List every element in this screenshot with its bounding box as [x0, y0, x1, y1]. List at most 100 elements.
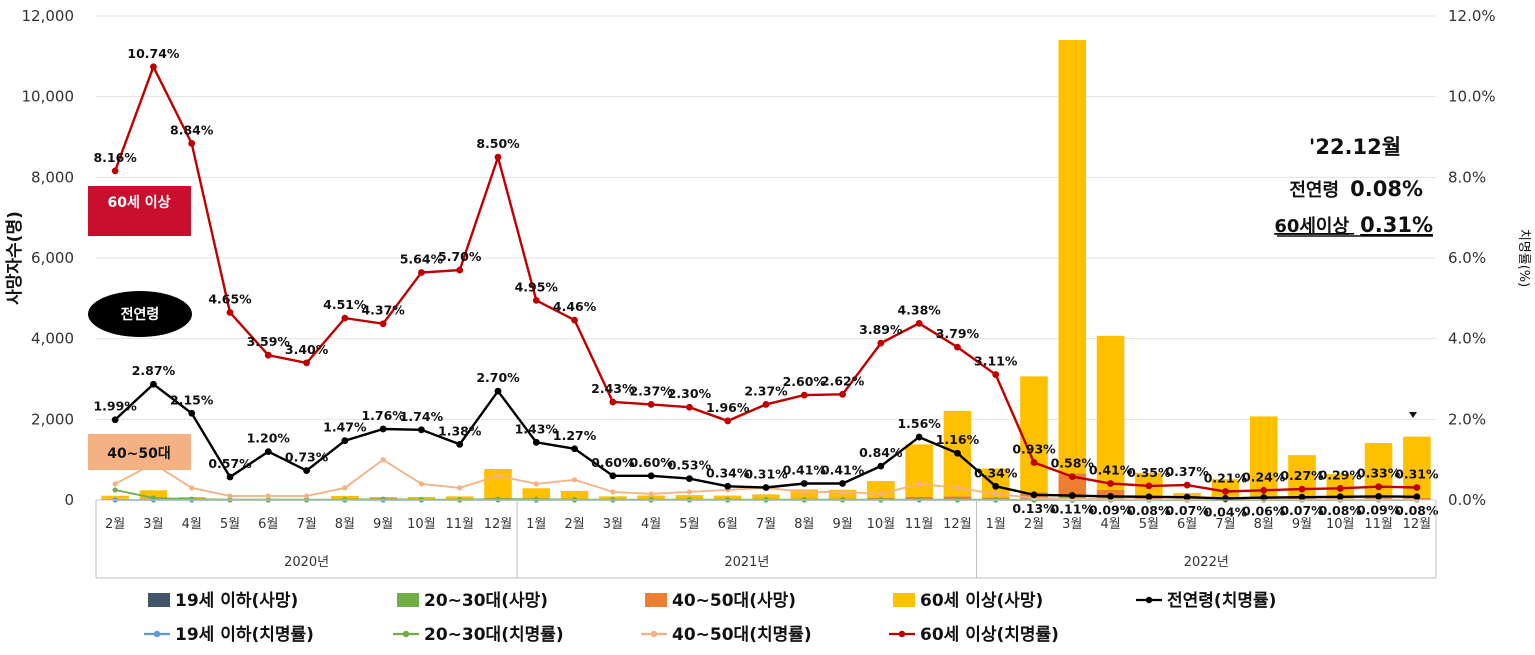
data-label: 0.84% — [859, 445, 903, 460]
line-point — [150, 495, 157, 501]
right-tick-label: 2.0% — [1448, 410, 1486, 428]
line-point — [226, 473, 234, 481]
data-label: 2.30% — [668, 386, 712, 401]
legend-marker — [402, 630, 410, 638]
line-point — [1260, 486, 1268, 494]
right-tick-label: 10.0% — [1448, 88, 1496, 106]
data-label: 0.34% — [974, 465, 1018, 480]
data-label: 1.56% — [897, 416, 941, 431]
bar — [1096, 335, 1125, 490]
data-label: 0.04% — [1204, 504, 1248, 519]
data-label: 1.76% — [361, 408, 405, 423]
line-point — [188, 409, 196, 417]
data-label: 2.37% — [629, 383, 673, 398]
line-point — [341, 314, 349, 322]
line-point — [648, 491, 654, 497]
line-point — [1030, 491, 1038, 499]
line-point — [150, 63, 157, 71]
data-label: 0.11% — [1051, 502, 1095, 517]
line-point — [189, 485, 195, 491]
line-point — [1107, 480, 1114, 487]
data-label: 0.31% — [744, 466, 788, 481]
line-point — [1068, 473, 1076, 481]
data-label: 2.62% — [821, 373, 865, 388]
line-point — [915, 433, 923, 441]
data-label: 0.09% — [1089, 502, 1133, 517]
data-label: 0.60% — [629, 455, 673, 470]
line-point — [533, 496, 539, 502]
line-point — [1145, 493, 1153, 501]
month-label: 11월 — [445, 517, 474, 532]
data-label: 0.53% — [668, 458, 712, 473]
data-label: 2.70% — [476, 370, 520, 385]
month-label: 9월 — [832, 517, 852, 532]
line-point — [1298, 485, 1306, 493]
data-label: 2.37% — [744, 383, 788, 398]
month-label: 1월 — [526, 517, 546, 532]
data-label: 1.43% — [515, 421, 559, 436]
legend-item: 전연령(치명률) — [1136, 590, 1276, 611]
data-label: 5.64% — [400, 252, 444, 267]
month-label: 3월 — [603, 517, 623, 532]
x-axis: 2월 3월 4월 5월 6월 7월 8월 9월 10월 11월 12월 1월 2월 3월 4월 5월 6월 7월 8… — [95, 499, 1437, 579]
data-label: 0.07% — [1165, 503, 1209, 518]
line-point — [1375, 492, 1382, 500]
data-label: 0.27% — [1280, 468, 1324, 483]
data-label: 0.08% — [1127, 503, 1171, 518]
callout-all-value: 0.08% — [1350, 177, 1423, 201]
data-label: 0.60% — [591, 455, 635, 470]
bar — [560, 490, 589, 499]
data-label: 0.29% — [1319, 467, 1363, 482]
data-label: 0.06% — [1242, 504, 1286, 519]
month-label: 5월 — [220, 517, 240, 532]
gridlines — [96, 15, 1436, 501]
callout-all-ages: 전연령 0.08% — [1289, 177, 1423, 201]
bar — [101, 495, 129, 499]
line-point — [686, 489, 693, 495]
left-axis-title: 사망자수(명) — [5, 211, 25, 305]
line-point — [571, 445, 578, 453]
line-point — [647, 401, 655, 408]
line-point — [380, 496, 386, 502]
month-label: 9월 — [373, 517, 393, 532]
data-label: 1.27% — [553, 428, 597, 443]
line-point — [265, 493, 271, 499]
month-label: 5월 — [679, 517, 699, 532]
data-label: 0.31% — [1395, 466, 1439, 481]
data-label: 1.16% — [936, 432, 980, 447]
legend-item: 20~30대(치명률) — [393, 625, 564, 645]
line-point — [456, 440, 464, 448]
data-label: 0.93% — [1012, 441, 1056, 456]
line-point — [954, 343, 961, 351]
data-label: 8.50% — [476, 136, 520, 151]
callout-all-label: 전연령 — [1289, 180, 1339, 201]
line-point — [342, 485, 348, 491]
legend-label: 40~50대(치명률) — [672, 625, 812, 645]
line-point — [380, 457, 386, 463]
badge-all-ages-label: 전연령 — [121, 306, 160, 323]
legend-swatch — [645, 593, 667, 607]
month-label: 8월 — [1254, 517, 1274, 532]
line-point — [647, 472, 655, 480]
line-point — [839, 480, 846, 487]
callout-60-label: 60세이상 — [1274, 216, 1349, 237]
line-point — [189, 496, 195, 502]
line-point — [303, 493, 310, 499]
data-label: 4.51% — [323, 297, 367, 312]
line-point — [495, 473, 501, 479]
line-point — [1413, 493, 1421, 501]
left-axis-ticks: 0 2,000 4,000 6,000 8,000 10,000 12,000 — [22, 7, 75, 509]
line-point — [686, 475, 693, 483]
line-point — [456, 266, 464, 274]
line-point — [609, 472, 617, 480]
month-label: 1월 — [986, 517, 1006, 532]
month-label: 2월 — [564, 517, 584, 532]
data-label: 2.87% — [132, 363, 176, 378]
month-label: 3월 — [1062, 517, 1082, 532]
bar — [522, 488, 551, 499]
legend-label: 19세 이하(사망) — [175, 591, 298, 611]
data-label: 0.13% — [1012, 501, 1056, 516]
data-label: 4.95% — [515, 279, 559, 294]
badge-60-plus-label: 60세 이상 — [108, 194, 171, 211]
right-tick-label: 12.0% — [1448, 7, 1496, 25]
